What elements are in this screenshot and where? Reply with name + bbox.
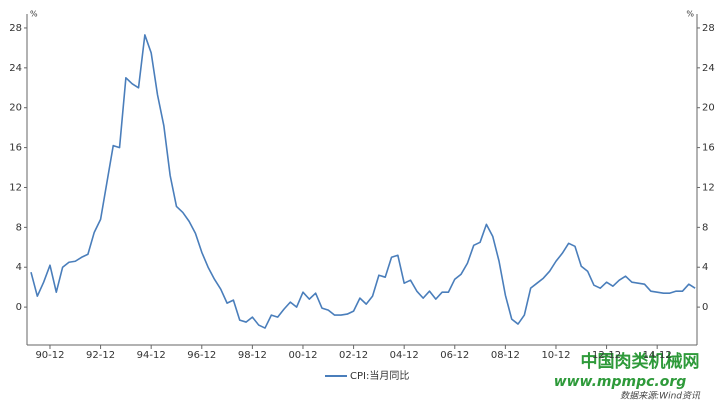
y-tick-label: 4 [16,262,22,273]
x-tick-label: 96-12 [187,350,216,361]
x-tick-label: 92-12 [86,350,115,361]
watermark-url: www.mpmpc.org [554,374,687,390]
y2-tick-label: 16 [702,143,715,154]
legend-label: CPI:当月同比 [350,369,409,382]
x-tick-label: 14-12 [643,350,672,361]
x-tick-label: 06-12 [440,350,469,361]
y-unit: % [30,10,38,19]
x-tick-label: 02-12 [339,350,368,361]
x-tick-label: 10-12 [541,350,570,361]
y2-tick-label: 24 [702,63,715,74]
y2-tick-label: 12 [702,182,715,193]
y2-tick-label: 0 [702,302,708,313]
y-tick-label: 16 [9,143,22,154]
watermark-title: 中国肉类机械网 [581,351,700,372]
y2-tick-label: 4 [702,262,708,273]
x-tick-label: 94-12 [137,350,166,361]
source: 数据来源:Wind资讯 [620,391,701,402]
y2-tick-label: 28 [702,23,715,34]
y2-unit: % [686,10,694,19]
y-tick-label: 12 [9,182,22,193]
y-tick-label: 0 [16,302,22,313]
y-tick-label: 8 [16,222,22,233]
x-tick-label: 90-12 [35,350,64,361]
x-tick-label: 08-12 [491,350,520,361]
data-line [30,34,696,329]
x-tick-label: 00-12 [288,350,317,361]
x-tick-label: 04-12 [390,350,419,361]
x-tick-label: 98-12 [238,350,267,361]
y2-tick-label: 20 [702,103,715,114]
y2-tick-label: 8 [702,222,708,233]
x-tick-label: 12-12 [592,350,621,361]
y-tick-label: 28 [9,23,22,34]
y-tick-label: 20 [9,103,22,114]
y-tick-label: 24 [9,63,22,74]
